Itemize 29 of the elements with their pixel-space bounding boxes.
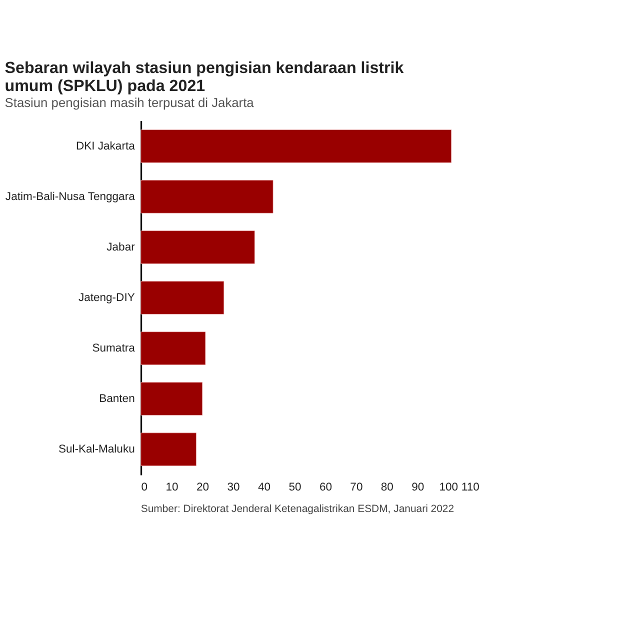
- text: Sumber: Direktorat Jenderal Ketenagalistrikan ESDM, Januari 2022: [140, 504, 454, 515]
- x-tick-label: 40: [258, 482, 270, 494]
- y-tick-label: Sul-Kal-Maluku: [58, 444, 135, 456]
- x-tick-label: 60: [319, 482, 332, 494]
- x-tick-label: 0: [141, 482, 148, 494]
- x-tick-label: 10: [166, 482, 178, 494]
- x-tick-label: 80: [380, 482, 394, 494]
- x-tick-label: 70: [350, 482, 363, 494]
- x-tick-label: 90: [412, 482, 424, 494]
- y-tick-label: Jatim-Bali-Nusa Tenggara: [5, 190, 136, 203]
- y-tick-label: Banten: [99, 393, 135, 406]
- bar: [140, 332, 206, 365]
- bar: [140, 432, 196, 466]
- chart-subtitle: Stasiun pengisian masih terpusat di Jakarta: [4, 94, 255, 110]
- bar: [140, 180, 274, 214]
- x-tick-label: 110: [461, 482, 480, 494]
- bar: [140, 281, 224, 314]
- y-tick-label: Jabar: [106, 241, 136, 254]
- bar: [140, 130, 452, 163]
- x-tick-label: 20: [196, 482, 210, 494]
- bar: [140, 382, 203, 416]
- x-tick-label: 30: [227, 482, 240, 494]
- y-tick-label: DKI Jakarta: [76, 140, 136, 152]
- chart-title: Sebaran wilayah stasiun pengisian kendaraan listrik umum (SPKLU) pada 2021: [4, 59, 404, 95]
- y-tick-label: Jateng-DIY: [78, 292, 136, 304]
- y-tick-label: Sumatra: [92, 342, 136, 355]
- bar: [140, 230, 255, 264]
- x-tick-label: 50: [288, 482, 302, 494]
- x-tick-label: 100: [439, 482, 458, 494]
